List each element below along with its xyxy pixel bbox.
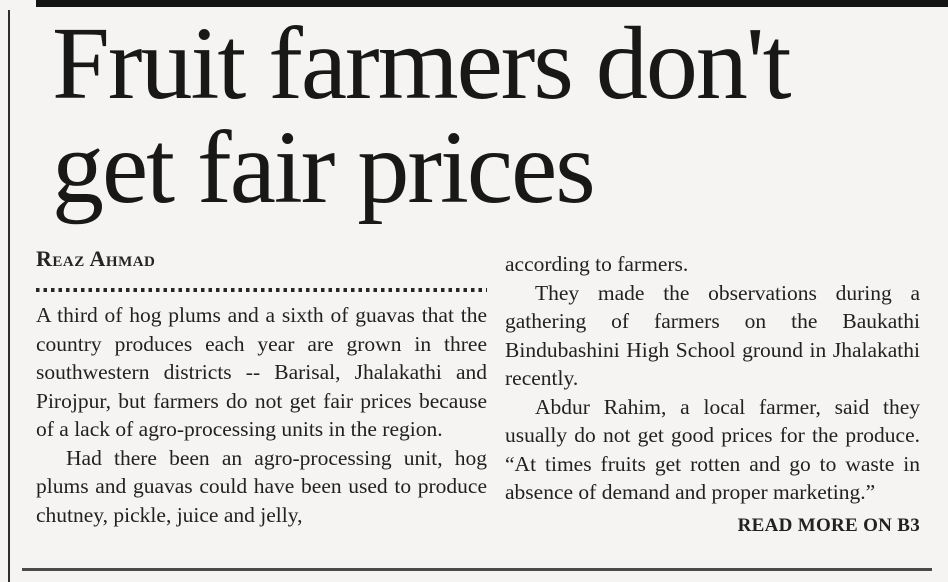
paragraph: A third of hog plums and a sixth of guav… [36,303,487,441]
paragraph: according to farmers. [505,252,689,276]
headline-line-1: Fruit farmers don't [52,6,791,121]
column-left-body: A third of hog plums and a sixth of guav… [36,301,487,529]
column-right-body: according to farmers. They made the obse… [505,250,920,507]
paragraph: Had there been an agro-processing unit, … [36,445,487,527]
bottom-rule [22,568,932,571]
paragraph: They made the observations during a gath… [505,280,920,391]
headline: Fruit farmers don't get fair prices [52,12,920,220]
dotted-divider [36,288,487,292]
left-edge-rule [8,10,10,582]
article-columns: Reaz Ahmad A third of hog plums and a si… [36,246,920,537]
headline-line-2: get fair prices [52,110,596,225]
top-edge-bar [36,0,948,7]
read-more-label: READ MORE ON B3 [737,514,920,536]
column-left: Reaz Ahmad A third of hog plums and a si… [36,246,487,537]
paragraph: Abdur Rahim, a local farmer, said they u… [505,394,920,505]
column-right: according to farmers. They made the obse… [505,246,920,537]
article: Fruit farmers don't get fair prices Reaz … [36,12,920,537]
byline: Reaz Ahmad [36,246,156,271]
